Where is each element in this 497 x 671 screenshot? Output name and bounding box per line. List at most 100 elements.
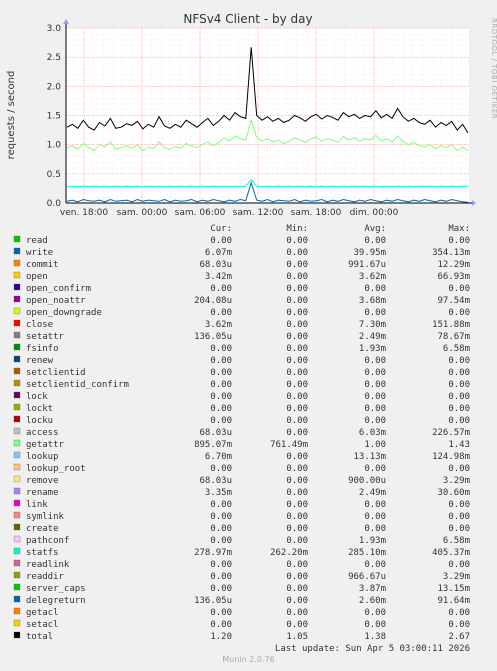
legend-value-min: 0.00: [286, 296, 308, 306]
legend-value-avg: 0.00: [364, 356, 386, 366]
y-axis-label: requests / second: [6, 71, 17, 160]
legend-value-cur: 3.35m: [205, 488, 232, 498]
legend-value-max: 0.00: [448, 560, 470, 570]
legend-value-max: 6.58m: [443, 536, 470, 546]
legend-value-cur: 0.00: [210, 572, 232, 582]
legend-value-cur: 3.62m: [205, 320, 232, 330]
legend-value-cur: 0.00: [210, 344, 232, 354]
legend-swatch: [13, 487, 21, 495]
legend-value-cur: 136.05u: [194, 596, 232, 606]
legend-swatch: [13, 295, 21, 303]
legend-value-min: 0.00: [286, 512, 308, 522]
legend-swatch: [13, 427, 21, 435]
legend-value-min: 0.00: [286, 308, 308, 318]
legend-swatch: [13, 331, 21, 339]
legend-swatch: [13, 475, 21, 483]
legend-label: setclientid_confirm: [26, 380, 129, 390]
legend-value-min: 0.00: [286, 332, 308, 342]
series-line-getattr: [66, 117, 469, 152]
legend-value-min: 0.00: [286, 344, 308, 354]
legend-swatch: [13, 403, 21, 411]
legend-label: lockt: [26, 404, 53, 414]
legend-value-cur: 0.00: [210, 368, 232, 378]
legend-label: symlink: [26, 512, 65, 522]
legend-swatch: [13, 559, 21, 567]
legend-swatch: [13, 463, 21, 471]
y-tick-label: 0.5: [47, 170, 61, 180]
legend-value-min: 0.00: [286, 488, 308, 498]
legend-value-min: 0.00: [286, 284, 308, 294]
legend-value-avg: 0.00: [364, 404, 386, 414]
legend-value-avg: 0.00: [364, 464, 386, 474]
legend-value-min: 0.00: [286, 620, 308, 630]
legend-value-avg: 0.00: [364, 560, 386, 570]
y-tick-label: 1.0: [47, 141, 62, 151]
legend-value-max: 0.00: [448, 464, 470, 474]
legend-value-avg: 2.60m: [359, 596, 386, 606]
x-tick-label: sam. 00:00: [117, 208, 168, 218]
legend-label: locku: [26, 416, 53, 426]
x-tick-label: sam. 12:00: [233, 208, 284, 218]
legend-value-avg: 1.93m: [359, 344, 386, 354]
legend-value-max: 226.57m: [432, 428, 470, 438]
legend-swatch: [13, 379, 21, 387]
legend-value-min: 0.00: [286, 272, 308, 282]
legend-swatch: [13, 499, 21, 507]
legend-swatch: [13, 259, 21, 267]
legend-swatch: [13, 319, 21, 327]
legend-value-avg: 900.00u: [348, 476, 386, 486]
legend-value-max: 0.00: [448, 524, 470, 534]
y-tick-label: 2.0: [47, 82, 62, 92]
legend-value-min: 0.00: [286, 380, 308, 390]
legend-value-max: 0.00: [448, 404, 470, 414]
legend-value-avg: 3.87m: [359, 584, 386, 594]
legend-value-cur: 6.70m: [205, 452, 232, 462]
legend-value-max: 405.37m: [432, 548, 470, 558]
legend-value-cur: 68.03u: [199, 260, 232, 270]
rrdtool-credit: RRDTOOL / TOBI OETIKER: [490, 18, 497, 120]
y-tick-label: 1.5: [47, 112, 61, 122]
legend-label: setacl: [26, 620, 59, 630]
legend-label: commit: [26, 260, 59, 270]
legend-swatch: [13, 367, 21, 375]
legend-value-avg: 0.00: [364, 392, 386, 402]
legend-value-max: 0.00: [448, 236, 470, 246]
legend-value-cur: 895.07m: [194, 440, 232, 450]
legend-label: total: [26, 632, 53, 642]
legend-value-avg: 0.00: [364, 620, 386, 630]
legend-swatch: [13, 343, 21, 351]
legend-label: pathconf: [26, 536, 69, 546]
legend-value-cur: 0.00: [210, 608, 232, 618]
legend-label: getacl: [26, 608, 59, 618]
legend-value-min: 0.00: [286, 392, 308, 402]
legend-value-avg: 285.10m: [348, 548, 386, 558]
series-line-total: [66, 47, 469, 134]
legend-value-avg: 0.00: [364, 308, 386, 318]
legend-value-min: 0.00: [286, 476, 308, 486]
x-axis-arrow-icon: [472, 200, 476, 206]
series-line-statfs: [66, 178, 469, 188]
legend-label: close: [26, 320, 53, 330]
legend-value-cur: 0.00: [210, 392, 232, 402]
legend-value-cur: 6.07m: [205, 248, 232, 258]
legend-value-avg: 1.38: [364, 632, 386, 642]
legend-value-avg: 966.67u: [348, 572, 386, 582]
legend-value-max: 354.13m: [432, 248, 470, 258]
legend-swatch: [13, 583, 21, 591]
y-tick-label: 2.5: [47, 53, 61, 63]
legend-value-max: 0.00: [448, 284, 470, 294]
legend-swatch: [13, 631, 21, 639]
legend-value-max: 6.58m: [443, 344, 470, 354]
legend-swatch: [13, 547, 21, 555]
legend-swatch: [13, 307, 21, 315]
legend-value-avg: 13.13m: [353, 452, 386, 462]
x-tick-label: dim. 00:00: [350, 208, 399, 218]
legend-value-min: 0.00: [286, 248, 308, 258]
legend-value-max: 0.00: [448, 380, 470, 390]
legend-label: open_noattr: [26, 296, 86, 306]
legend-value-min: 0.00: [286, 428, 308, 438]
legend-label: open_confirm: [26, 284, 91, 294]
legend-value-min: 262.20m: [270, 548, 308, 558]
legend-label: lookup_root: [26, 464, 86, 474]
